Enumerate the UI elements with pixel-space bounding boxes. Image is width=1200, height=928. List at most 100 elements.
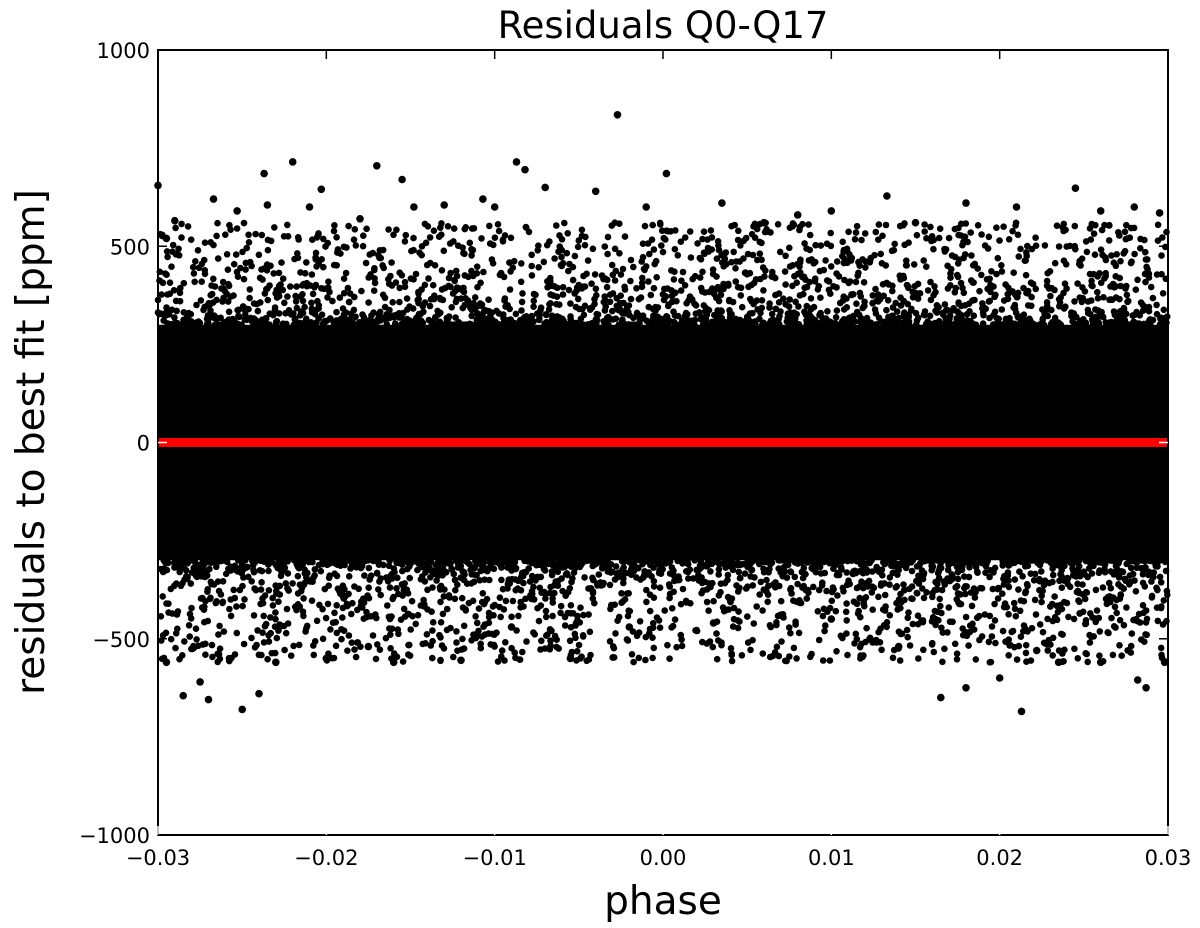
scatter-point	[638, 258, 645, 265]
scatter-point	[1160, 306, 1168, 314]
scatter-point	[429, 281, 437, 289]
scatter-point	[966, 622, 974, 629]
scatter-point	[1092, 618, 1099, 626]
scatter-point	[618, 568, 625, 575]
scatter-point	[944, 319, 951, 327]
scatter-point	[1047, 603, 1054, 610]
scatter-point	[388, 312, 396, 320]
scatter-point	[973, 568, 981, 575]
scatter-point	[452, 298, 460, 306]
scatter-point	[178, 220, 185, 228]
scatter-point	[177, 284, 184, 292]
scatter-point	[437, 656, 444, 664]
scatter-point	[853, 222, 861, 230]
scatter-point	[1153, 310, 1161, 318]
scatter-point	[666, 655, 673, 662]
scatter-point	[1117, 257, 1124, 265]
scatter-point	[360, 599, 368, 606]
scatter-point	[1063, 243, 1070, 250]
axis-ticks: −0.03 −0.02 −0.01 0.00 0.01 0.02 0.03−1000−500…	[79, 39, 1191, 870]
scatter-point	[191, 557, 198, 564]
scatter-point	[717, 291, 725, 299]
scatter-point	[978, 231, 985, 238]
scatter-point	[742, 317, 749, 325]
scatter-point	[760, 586, 768, 593]
scatter-point	[998, 268, 1006, 275]
scatter-point	[460, 645, 468, 652]
scatter-point	[267, 262, 274, 270]
scatter-point	[271, 306, 279, 314]
scatter-outlier-point	[1032, 646, 1041, 655]
scatter-point	[641, 222, 649, 230]
scatter-point	[416, 249, 423, 256]
scatter-point	[498, 647, 506, 654]
scatter-point	[656, 624, 664, 631]
scatter-point	[1078, 298, 1086, 306]
scatter-point	[346, 298, 353, 306]
scatter-point	[751, 234, 759, 241]
scatter-point	[1058, 584, 1066, 591]
scatter-point	[424, 606, 431, 613]
scatter-point	[324, 239, 332, 247]
scatter-point	[1143, 263, 1150, 271]
scatter-point	[478, 235, 485, 242]
scatter-point	[1157, 579, 1165, 586]
scatter-point	[843, 617, 850, 624]
scatter-point	[403, 295, 411, 302]
scatter-point	[207, 559, 215, 566]
scatter-point	[577, 315, 585, 323]
scatter-point	[589, 574, 596, 582]
scatter-point	[389, 299, 397, 306]
scatter-point	[1011, 301, 1019, 309]
scatter-point	[1076, 598, 1083, 606]
scatter-point	[1061, 562, 1068, 570]
scatter-point	[1108, 252, 1115, 259]
scatter-point	[471, 294, 479, 301]
scatter-point	[284, 293, 291, 300]
scatter-point	[257, 299, 264, 306]
scatter-point	[414, 296, 422, 304]
scatter-point	[553, 222, 560, 229]
scatter-point	[161, 565, 168, 572]
scatter-point	[1043, 277, 1051, 285]
scatter-outlier-point	[962, 199, 970, 207]
scatter-outlier-point	[512, 158, 521, 166]
scatter-point	[236, 586, 244, 594]
scatter-point	[491, 234, 499, 241]
scatter-point	[996, 237, 1003, 244]
scatter-point	[951, 253, 959, 261]
scatter-point	[938, 586, 946, 594]
scatter-point	[876, 295, 884, 303]
scatter-point	[636, 618, 644, 625]
scatter-point	[330, 261, 338, 269]
scatter-point	[508, 613, 515, 621]
scatter-point	[954, 590, 962, 597]
scatter-point	[192, 625, 200, 632]
scatter-point	[1088, 277, 1095, 285]
scatter-point	[1096, 628, 1104, 635]
y-tick-label: −1000	[79, 824, 150, 848]
scatter-point	[273, 317, 281, 325]
scatter-point	[409, 612, 416, 620]
scatter-point	[939, 629, 947, 636]
scatter-point	[193, 636, 200, 643]
scatter-point	[404, 590, 412, 597]
scatter-point	[635, 654, 643, 662]
scatter-point	[676, 576, 683, 584]
scatter-point	[379, 291, 387, 299]
scatter-point	[567, 624, 575, 631]
scatter-point	[679, 585, 687, 593]
scatter-point	[473, 263, 481, 271]
scatter-point	[574, 295, 582, 303]
x-tick-label: 0.01	[808, 846, 855, 870]
scatter-point	[963, 583, 970, 590]
scatter-point	[555, 248, 562, 255]
scatter-point	[807, 295, 815, 302]
scatter-point	[517, 598, 524, 606]
scatter-point	[1094, 273, 1101, 280]
scatter-point	[310, 651, 318, 659]
scatter-point	[936, 225, 944, 232]
scatter-point	[919, 618, 927, 626]
scatter-point	[994, 320, 1002, 328]
scatter-point	[424, 586, 431, 594]
